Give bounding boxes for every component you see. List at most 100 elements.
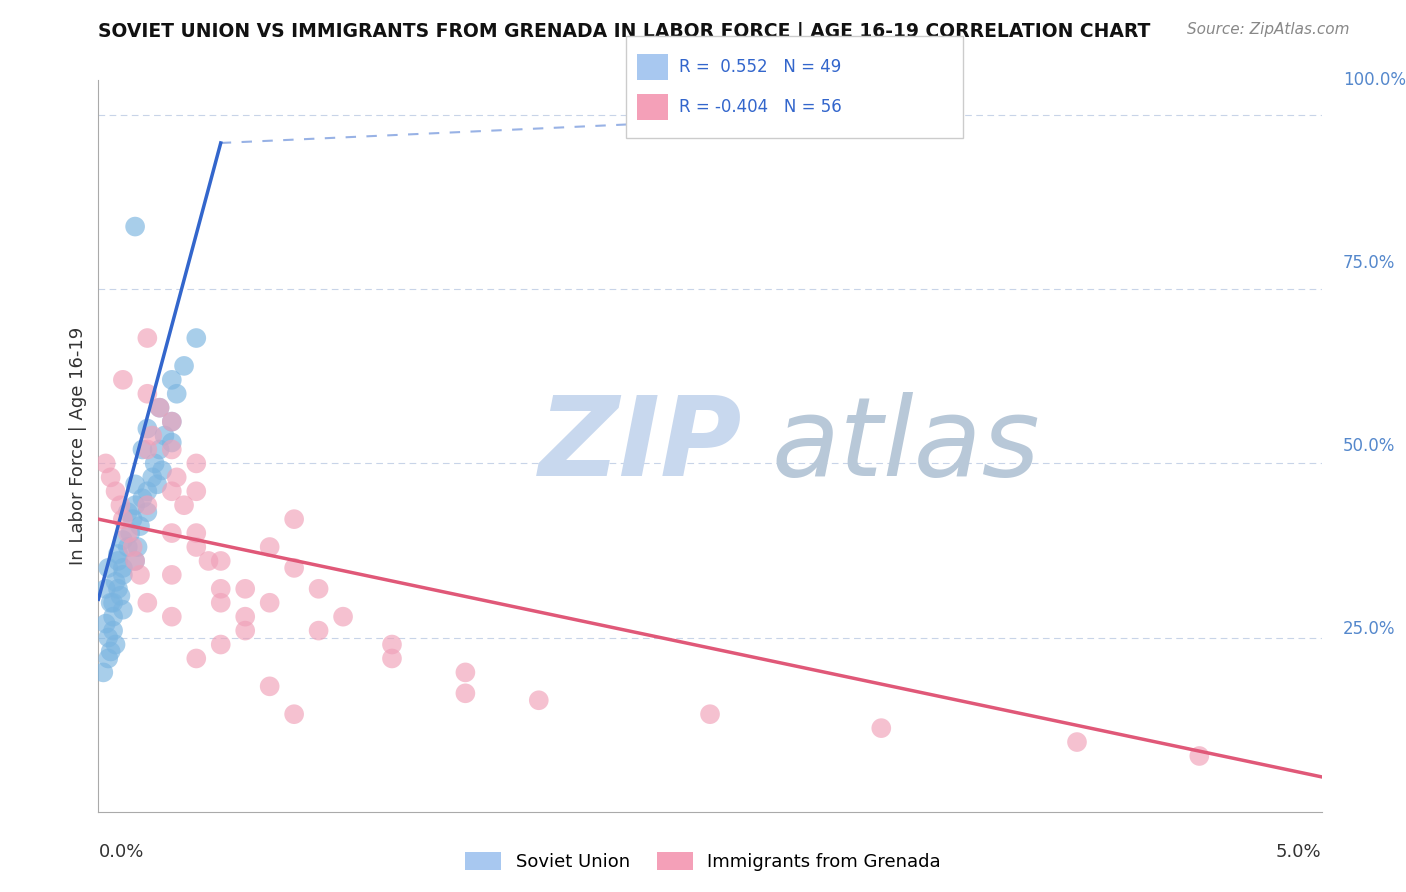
Point — [107, 582, 129, 596]
Point — [97, 561, 120, 575]
Point — [124, 498, 146, 512]
Point — [160, 442, 183, 457]
Point — [160, 415, 183, 429]
Point — [160, 484, 183, 499]
Point — [129, 567, 152, 582]
Text: 50.0%: 50.0% — [1343, 437, 1395, 455]
Point — [283, 707, 305, 722]
Point — [209, 638, 232, 652]
Point — [120, 526, 142, 541]
Point — [94, 582, 117, 596]
Point — [527, 693, 550, 707]
Point — [129, 519, 152, 533]
Point — [209, 554, 232, 568]
Y-axis label: In Labor Force | Age 16-19: In Labor Force | Age 16-19 — [69, 326, 87, 566]
Point — [153, 428, 176, 442]
Point — [186, 457, 208, 471]
Point — [101, 596, 124, 610]
Point — [699, 707, 721, 722]
Point — [131, 442, 153, 457]
Point — [136, 484, 159, 499]
Point — [101, 609, 124, 624]
Point — [1066, 735, 1088, 749]
Point — [111, 373, 134, 387]
Point — [111, 567, 134, 582]
Point — [131, 491, 153, 506]
Text: Source: ZipAtlas.com: Source: ZipAtlas.com — [1187, 22, 1350, 37]
Point — [209, 582, 232, 596]
Point — [173, 498, 195, 512]
Point — [150, 463, 173, 477]
Text: 25.0%: 25.0% — [1343, 620, 1395, 638]
Point — [160, 373, 183, 387]
Point — [283, 561, 305, 575]
Point — [136, 442, 159, 457]
Point — [186, 651, 208, 665]
Text: R = -0.404   N = 56: R = -0.404 N = 56 — [679, 98, 842, 116]
Point — [117, 505, 139, 519]
Point — [100, 644, 122, 658]
Point — [94, 616, 117, 631]
Point — [100, 596, 122, 610]
Point — [166, 386, 188, 401]
Point — [101, 624, 124, 638]
Text: 100.0%: 100.0% — [1343, 71, 1406, 89]
Point — [136, 505, 159, 519]
Point — [332, 609, 354, 624]
Point — [124, 554, 146, 568]
Point — [127, 540, 149, 554]
Point — [107, 554, 129, 568]
Point — [124, 219, 146, 234]
Point — [110, 498, 132, 512]
Point — [160, 609, 183, 624]
Point — [259, 679, 281, 693]
Point — [136, 331, 159, 345]
Point — [121, 540, 143, 554]
Point — [308, 582, 330, 596]
Point — [94, 457, 117, 471]
Point — [186, 331, 208, 345]
Text: atlas: atlas — [772, 392, 1040, 500]
Point — [124, 554, 146, 568]
Point — [160, 435, 183, 450]
Point — [149, 442, 172, 457]
Point — [136, 386, 159, 401]
Point — [100, 470, 122, 484]
Point — [124, 477, 146, 491]
Point — [117, 540, 139, 554]
Point — [173, 359, 195, 373]
Text: 0.0%: 0.0% — [98, 843, 143, 861]
Legend: Soviet Union, Immigrants from Grenada: Soviet Union, Immigrants from Grenada — [458, 845, 948, 879]
Point — [381, 651, 404, 665]
Point — [259, 540, 281, 554]
Point — [146, 477, 169, 491]
Point — [104, 638, 127, 652]
Point — [136, 498, 159, 512]
Point — [110, 589, 132, 603]
Point — [233, 624, 256, 638]
Point — [233, 582, 256, 596]
Point — [111, 512, 134, 526]
Point — [141, 428, 163, 442]
Point — [186, 526, 208, 541]
Text: 75.0%: 75.0% — [1343, 254, 1395, 272]
Point — [91, 665, 114, 680]
Point — [149, 401, 172, 415]
Point — [97, 651, 120, 665]
Point — [186, 484, 208, 499]
Point — [149, 401, 172, 415]
Point — [141, 470, 163, 484]
Point — [111, 561, 134, 575]
Point — [209, 596, 232, 610]
Text: R =  0.552   N = 49: R = 0.552 N = 49 — [679, 58, 841, 76]
Text: 5.0%: 5.0% — [1277, 843, 1322, 861]
Point — [160, 567, 183, 582]
Point — [121, 512, 143, 526]
Point — [111, 533, 134, 547]
Point — [308, 624, 330, 638]
Point — [454, 686, 477, 700]
Point — [381, 638, 404, 652]
Point — [283, 512, 305, 526]
Point — [97, 631, 120, 645]
Point — [104, 574, 127, 589]
